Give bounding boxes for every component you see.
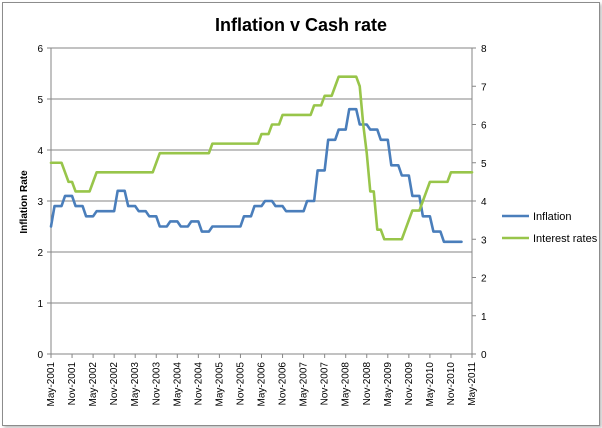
inflation-cash-rate-chart: Inflation v Cash rate Inflation Rate 0 1 2…	[19, 15, 598, 406]
y-tick-label-right: 3	[481, 235, 487, 246]
y-axis-left: 0 1 2 3 4 5 6	[37, 44, 51, 361]
legend-label: Inflation	[533, 211, 572, 223]
x-tick-label: Nov-2009	[404, 362, 415, 406]
x-tick-label: Nov-2007	[320, 362, 331, 406]
y-tick-label-right: 4	[481, 197, 487, 208]
y-tick-label-right: 0	[481, 350, 487, 361]
x-tick-label: Nov-2008	[362, 362, 373, 406]
y-tick-label-right: 6	[481, 121, 487, 132]
x-axis: May-2001 Nov-2001 May-2002 Nov-2002 May-2003…	[46, 354, 478, 406]
y-tick-label-right: 8	[481, 44, 487, 55]
x-tick-label: May-2005	[214, 362, 225, 407]
y-tick-label-left: 5	[37, 95, 43, 106]
x-tick-label: May-2004	[172, 362, 183, 407]
x-tick-label: Nov-2010	[446, 362, 457, 406]
series-line-interest-rates	[49, 75, 474, 241]
legend-label: Interest rates	[533, 233, 598, 245]
y-tick-label-left: 0	[37, 350, 43, 361]
series-line-inflation	[49, 107, 463, 244]
chart-title: Inflation v Cash rate	[215, 15, 387, 35]
y-axis-right: 0 1 2 3 4 5 6 7 8	[472, 44, 487, 361]
x-tick-label: May-2009	[383, 362, 394, 407]
y-tick-label-right: 7	[481, 82, 487, 93]
y-tick-label-right: 5	[481, 159, 487, 170]
x-tick-label: Nov-2001	[67, 362, 78, 406]
y-tick-label-right: 2	[481, 274, 487, 285]
y-axis-title: Inflation Rate	[19, 170, 30, 234]
y-tick-label-left: 1	[37, 299, 43, 310]
x-tick-label: May-2008	[341, 362, 352, 407]
series-lines	[49, 75, 474, 244]
x-tick-label: May-2010	[425, 362, 436, 407]
x-tick-label: Nov-2004	[193, 362, 204, 406]
x-tick-label: May-2003	[130, 362, 141, 407]
x-tick-label: May-2002	[88, 362, 99, 407]
y-tick-label-left: 6	[37, 44, 43, 55]
x-tick-label: Nov-2003	[151, 362, 162, 406]
gridlines	[51, 47, 472, 304]
x-tick-label: Nov-2005	[235, 362, 246, 406]
x-tick-label: May-2011	[467, 362, 478, 406]
y-tick-label-left: 4	[37, 146, 43, 157]
y-tick-label-right: 1	[481, 312, 487, 323]
y-tick-label-left: 2	[37, 248, 43, 259]
x-tick-label: Nov-2006	[278, 362, 289, 406]
x-tick-label: May-2007	[299, 362, 310, 407]
y-tick-label-left: 3	[37, 197, 43, 208]
x-tick-label: May-2006	[257, 362, 268, 407]
x-tick-label: May-2001	[46, 362, 57, 407]
legend: Inflation Interest rates	[502, 211, 598, 245]
x-tick-label: Nov-2002	[109, 362, 120, 406]
